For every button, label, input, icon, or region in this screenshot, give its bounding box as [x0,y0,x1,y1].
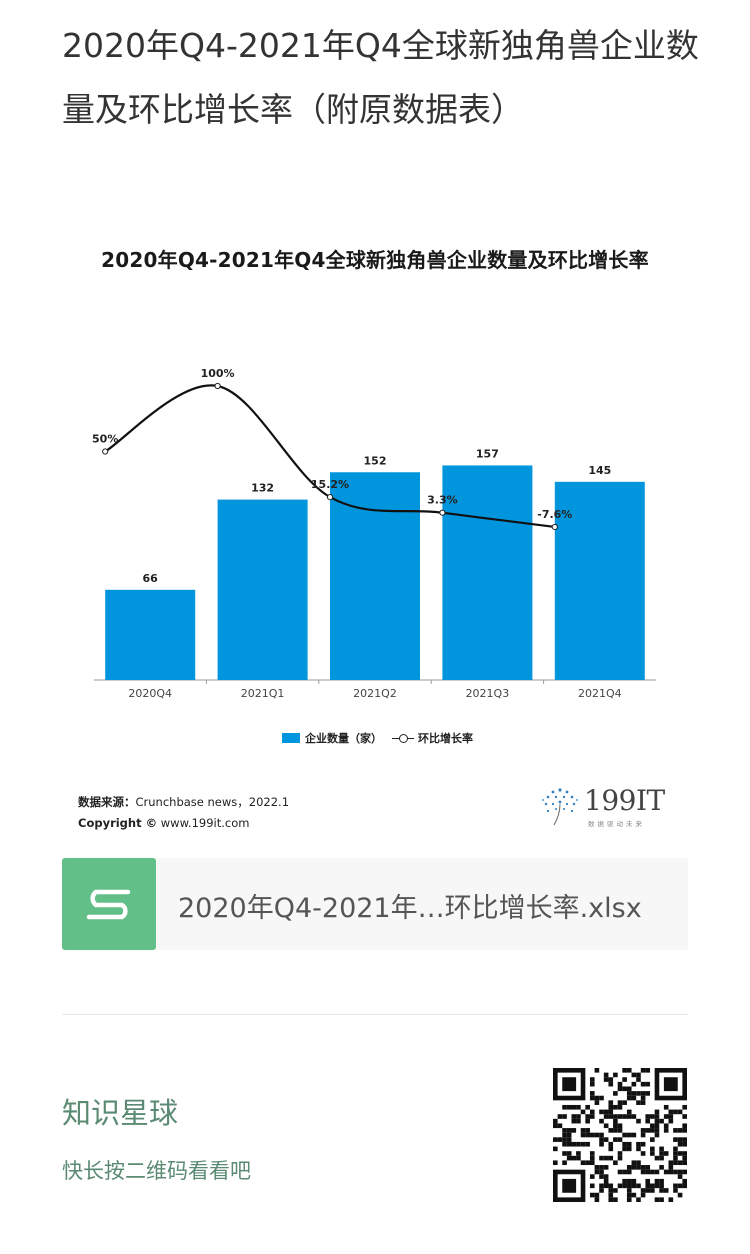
planet-title: 知识星球 [62,1096,179,1130]
source-text: Crunchbase news，2022.1 [135,795,290,809]
bar-label-2021Q3: 157 [476,447,499,460]
growth-rate-line [104,384,555,529]
bar-2021Q1 [217,499,308,680]
dandelion-logo-icon [542,788,578,826]
growth-label-2021Q2: 15.2% [311,478,349,491]
growth-point-2021Q2 [326,493,334,501]
growth-point-2021Q4 [551,523,558,531]
source-block: 数据来源：Crunchbase news，2022.1 Copyright © … [78,792,289,834]
spreadsheet-s-icon [62,858,156,950]
bar-label-2021Q2: 152 [364,454,387,467]
brand-logo: 199IT 数据驱动未来 [538,782,678,832]
chart-title: 2020年Q4-2021年Q4全球新独角兽企业数量及环比增长率 [101,248,649,272]
legend-bar-label: 企业数量（家） [305,732,382,745]
attachment-file-name: 2020年Q4-2021年…环比增长率.xlsx [178,893,642,924]
growth-point-2020Q4 [102,448,109,455]
attachment-card[interactable]: 2020年Q4-2021年…环比增长率.xlsx [62,858,688,950]
copyright-label: Copyright © [78,816,158,830]
growth-point-2021Q1 [214,382,221,390]
bar-label-2021Q4: 145 [588,464,611,477]
tick-label-2021Q4: 2021Q4 [578,687,622,700]
growth-label-2021Q3: 3.3% [427,494,458,507]
tick-label-2020Q4: 2020Q4 [128,687,172,700]
bar-label-2020Q4: 66 [143,572,159,585]
growth-label-2021Q1: 100% [201,367,235,380]
brand-name: 199IT [584,784,665,817]
tick-label-2021Q2: 2021Q2 [353,687,397,700]
legend-line-label: 环比增长率 [418,732,473,745]
bar-label-2021Q1: 132 [251,482,274,495]
growth-point-2021Q3 [439,509,446,516]
tick-label-2021Q1: 2021Q1 [241,687,285,700]
growth-label-2021Q4: -7.6% [537,508,572,521]
chart-svg: 66 2020Q4 132 2021Q1 152 2021Q2 157 2021Q3 145 20… [92,367,656,700]
growth-label-2020Q4: 50% [92,433,118,446]
brand-tagline: 数据驱动未来 [588,820,645,828]
section-divider [62,1014,688,1015]
copyright-site: www.199it.com [160,816,250,830]
bar-2021Q3 [442,465,533,680]
bar-2021Q4 [554,481,645,680]
planet-hint: 快长按二维码看看吧 [62,1159,251,1183]
tick-label-2021Q3: 2021Q3 [466,687,510,700]
source-label: 数据来源： [78,795,136,809]
post-title: 2020年Q4-2021年Q4全球新独角兽企业数量及环比增长率（附原数据表） [62,26,699,129]
chart-image: 66 2020Q4 132 2021Q1 152 2021Q2 157 2021Q3 145 20… [62,222,688,842]
chart-legend: 企业数量（家） 环比增长率 [282,730,473,746]
legend-bar-swatch [282,733,300,743]
legend-line-marker [392,733,414,743]
bar-2020Q4 [105,589,196,680]
qr-code-icon[interactable] [553,1068,687,1202]
bar-2021Q2 [330,472,420,680]
